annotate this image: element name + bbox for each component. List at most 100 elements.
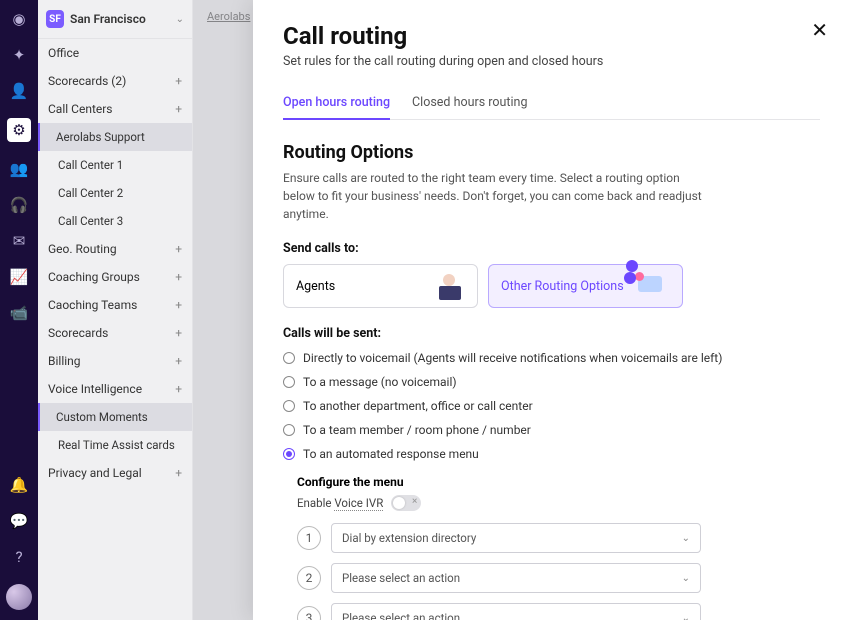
plus-icon[interactable]: + (175, 466, 182, 480)
sidebar-item[interactable]: Billing+ (38, 347, 192, 375)
radio-icon (283, 424, 295, 436)
radio-icon (283, 400, 295, 412)
sidebar-subitem[interactable]: Aerolabs Support (38, 123, 192, 151)
plus-icon[interactable]: + (175, 382, 182, 396)
card-other-label: Other Routing Options (501, 279, 624, 294)
chevron-updown-icon: ⌄ (682, 533, 690, 544)
sidebar-subitem[interactable]: Call Center 1 (38, 151, 192, 179)
routing-option-label: To a message (no voicemail) (303, 375, 457, 389)
modal-title: Call routing (283, 22, 820, 50)
sidebar-subitem[interactable]: Real Time Assist cards (38, 431, 192, 459)
sidebar-item[interactable]: Voice Intelligence + (38, 375, 192, 403)
tab-closed-hours[interactable]: Closed hours routing (412, 87, 527, 119)
logo-icon[interactable]: ◉ (10, 10, 28, 28)
routing-option[interactable]: To a message (no voicemail) (283, 375, 820, 389)
sidebar-item[interactable]: Coaching Groups + (38, 263, 192, 291)
config-title: Configure the menu (297, 475, 820, 489)
rail-help-icon[interactable]: ? (10, 548, 28, 566)
rail-mail-icon[interactable]: ✉ (10, 232, 28, 250)
menu-action-select[interactable]: Please select an action ⌄ (331, 603, 701, 620)
menu-action-label: Dial by extension directory (342, 531, 476, 545)
plus-icon[interactable]: + (175, 242, 182, 256)
sidebar-item[interactable]: Office (38, 39, 192, 67)
workspace-switcher[interactable]: SF San Francisco ⌄ (38, 0, 192, 39)
chevron-down-icon: ⌄ (176, 14, 184, 25)
menu-action-select[interactable]: Please select an action ⌄ (331, 563, 701, 593)
routing-option-label: To another department, office or call ce… (303, 399, 533, 413)
sidebar-subitem[interactable]: Custom Moments (38, 403, 192, 431)
sidebar-item[interactable]: Geo. Routing + (38, 235, 192, 263)
plus-icon[interactable]: + (175, 326, 182, 340)
close-icon[interactable]: ✕ (811, 18, 828, 42)
menu-action-label: Please select an action (342, 571, 460, 585)
modal-subtitle: Set rules for the call routing during op… (283, 54, 820, 69)
sidebar-item-label: Coaching Groups (48, 270, 140, 284)
plus-icon[interactable]: + (175, 354, 182, 368)
sidebar-item-label: Privacy and Legal (48, 466, 142, 480)
routing-option[interactable]: To an automated response menu (283, 447, 820, 461)
voice-ivr-label: Voice IVR (334, 496, 383, 511)
plus-icon[interactable]: + (175, 270, 182, 284)
sidebar-item[interactable]: Scorecards + (38, 319, 192, 347)
radio-icon (283, 448, 295, 460)
call-routing-modal: ✕ Call routing Set rules for the call ro… (253, 0, 850, 620)
menu-action-label: Please select an action (342, 611, 460, 620)
ivr-menu-row: 1 Dial by extension directory ⌄ (297, 523, 820, 553)
routing-option[interactable]: To another department, office or call ce… (283, 399, 820, 413)
rail-chat-icon[interactable]: 💬 (10, 512, 28, 530)
rail-bell-icon[interactable]: 🔔 (10, 476, 28, 494)
rail-person-icon[interactable]: 👤 (10, 82, 28, 100)
chevron-updown-icon: ⌄ (682, 613, 690, 620)
sidebar-item[interactable]: Scorecards (2) + (38, 67, 192, 95)
send-calls-label: Send calls to: (283, 241, 820, 256)
sidebar-subitem[interactable]: Call Center 2 (38, 179, 192, 207)
sidebar-item-label: Call Centers (48, 102, 113, 116)
plus-icon[interactable]: + (175, 102, 182, 116)
routing-radio-group: Directly to voicemail (Agents will recei… (283, 351, 820, 461)
sidebar-item[interactable]: Privacy and Legal + (38, 459, 192, 487)
routing-heading: Routing Options (283, 142, 820, 163)
sidebar-subitem[interactable]: Call Center 3 (38, 207, 192, 235)
menu-action-select[interactable]: Dial by extension directory ⌄ (331, 523, 701, 553)
sidebar: SF San Francisco ⌄ Office Scorecards (2) +… (38, 0, 193, 620)
voice-ivr-toggle[interactable]: × (391, 495, 421, 511)
plus-icon[interactable]: + (175, 298, 182, 312)
routing-description: Ensure calls are routed to the right tea… (283, 169, 703, 223)
card-other-routing[interactable]: Other Routing Options (488, 264, 683, 308)
card-agents-label: Agents (296, 279, 335, 294)
sidebar-item-label: Voice Intelligence (48, 382, 142, 396)
card-agents[interactable]: Agents (283, 264, 478, 308)
rail-settings-icon[interactable]: ⚙ (7, 118, 31, 142)
sidebar-item-label: Scorecards (2) (48, 74, 126, 88)
sidebar-item-label: Office (48, 46, 79, 60)
ivr-menu-row: 2 Please select an action ⌄ (297, 563, 820, 593)
workspace-badge: SF (46, 10, 64, 28)
sidebar-item[interactable]: Caoching Teams + (38, 291, 192, 319)
routing-option[interactable]: To a team member / room phone / number (283, 423, 820, 437)
avatar[interactable] (6, 584, 32, 610)
rail-trend-icon[interactable]: 📈 (10, 268, 28, 286)
tab-open-hours[interactable]: Open hours routing (283, 87, 390, 120)
sidebar-item[interactable]: Call Centers + (38, 95, 192, 123)
ivr-config: Configure the menu Enable Voice IVR × 1D… (297, 475, 820, 620)
rail-people-icon[interactable]: 👥 (10, 160, 28, 178)
rail-video-icon[interactable]: 📹 (10, 304, 28, 322)
sidebar-item-label: Geo. Routing (48, 242, 117, 256)
radio-icon (283, 376, 295, 388)
menu-number: 1 (297, 526, 321, 550)
icon-rail: ◉ ✦ 👤 ⚙ 👥 🎧 ✉ 📈 📹 🔔 💬 ? (0, 0, 38, 620)
rail-headset-icon[interactable]: 🎧 (10, 196, 28, 214)
agents-illustration-icon (433, 274, 467, 300)
routing-option-label: Directly to voicemail (Agents will recei… (303, 351, 722, 365)
plus-icon[interactable]: + (175, 74, 182, 88)
radio-icon (283, 352, 295, 364)
ivr-menu-row: 3Please select an action⌄ (297, 603, 820, 620)
sidebar-item-label: Caoching Teams (48, 298, 137, 312)
chevron-updown-icon: ⌄ (682, 573, 690, 584)
routing-option-label: To a team member / room phone / number (303, 423, 531, 437)
rail-spark-icon[interactable]: ✦ (10, 46, 28, 64)
routing-option[interactable]: Directly to voicemail (Agents will recei… (283, 351, 820, 365)
sidebar-item-label: Scorecards (48, 326, 108, 340)
menu-number: 2 (297, 566, 321, 590)
workspace-name: San Francisco (70, 12, 170, 26)
